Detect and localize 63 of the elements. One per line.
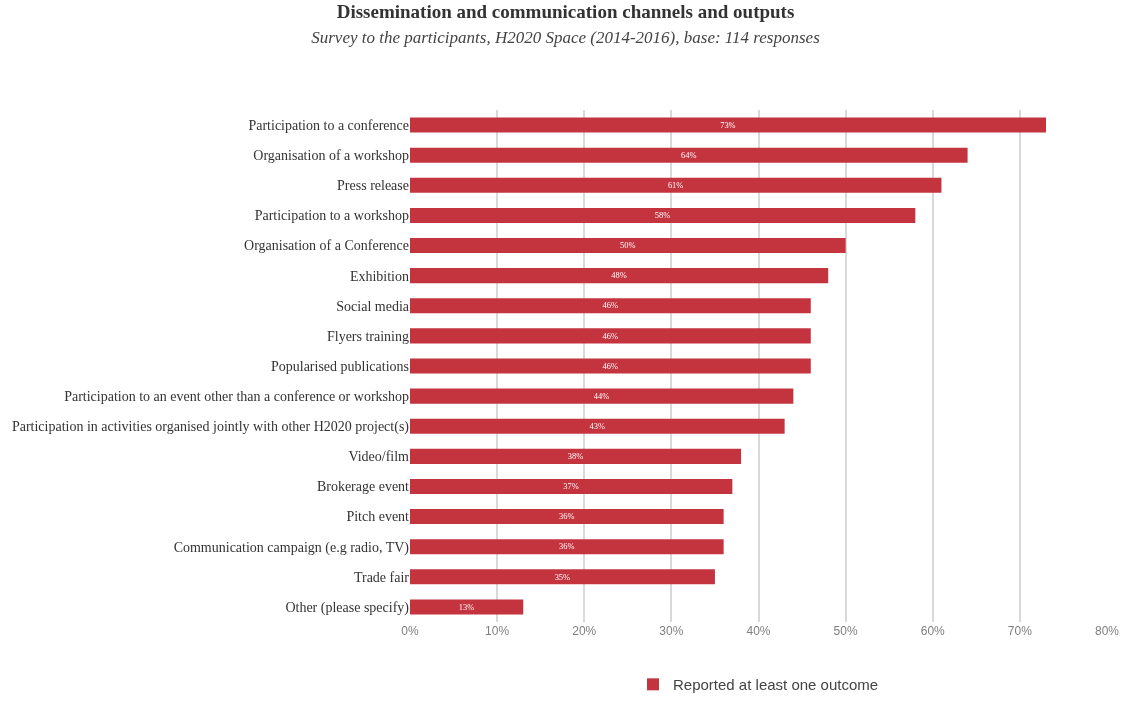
y-tick-label: Press release <box>337 178 409 194</box>
data-label: 43% <box>589 420 605 431</box>
y-tick-label: Flyers training <box>326 328 409 344</box>
bar <box>410 478 733 494</box>
x-tick-label: 80% <box>1094 624 1120 638</box>
data-label: 64% <box>680 149 697 160</box>
bar <box>410 569 715 585</box>
x-tick-label: 40% <box>746 624 771 638</box>
bar <box>410 207 916 223</box>
x-tick-label: 60% <box>920 624 946 638</box>
x-tick-label: 30% <box>659 624 684 638</box>
y-tick-label: Communication campaign (e.g radio, TV) <box>173 539 410 556</box>
data-label: 50% <box>619 240 636 251</box>
bar <box>410 358 811 374</box>
bar <box>410 418 785 434</box>
data-label: 37% <box>563 481 579 492</box>
bar <box>410 448 742 464</box>
bar <box>410 328 811 344</box>
bar <box>410 539 724 555</box>
bar <box>410 268 829 284</box>
bar <box>410 599 524 615</box>
x-tick-label: 0% <box>401 624 419 638</box>
y-tick-label: Participation to a workshop <box>254 208 409 224</box>
y-tick-label: Trade fair <box>353 569 410 585</box>
bar <box>410 147 968 163</box>
y-tick-label: Participation in activities organised jointly with other H2020 project(s) <box>11 419 410 436</box>
y-tick-label: Participation to an event other than a conference or workshop <box>64 389 409 405</box>
bar <box>410 238 846 254</box>
data-label: 36% <box>558 541 575 552</box>
y-tick-label: Pitch event <box>346 509 410 525</box>
y-tick-label: Popularised publications <box>270 358 409 374</box>
bar <box>410 177 942 193</box>
y-tick-label: Participation to a conference <box>248 117 409 133</box>
data-label: 46% <box>602 330 619 341</box>
y-tick-label: Exhibition <box>349 268 409 284</box>
data-label: 36% <box>558 511 575 522</box>
data-label: 13% <box>458 601 475 612</box>
data-label: 58% <box>654 210 671 221</box>
y-tick-label: Brokerage event <box>316 479 410 495</box>
data-label: 61% <box>667 180 684 191</box>
x-tick-label: 50% <box>833 624 858 638</box>
data-label: 46% <box>602 300 619 311</box>
bar <box>410 298 811 314</box>
x-tick-label: 70% <box>1007 624 1033 638</box>
data-label: 73% <box>720 119 736 130</box>
data-label: 46% <box>602 360 619 371</box>
x-tick-label: 10% <box>485 624 510 638</box>
y-tick-label: Other (please specify) <box>285 599 410 616</box>
data-label: 48% <box>611 270 627 281</box>
data-label: 38% <box>567 451 584 462</box>
x-tick-label: 20% <box>572 624 597 638</box>
chart-subtitle: Survey to the participants, H2020 Space (2014-2016), base: 114 responses <box>311 27 821 47</box>
y-tick-label: Social media <box>336 298 410 314</box>
chart-title: Dissemination and communication channels and outputs <box>336 0 795 22</box>
bar <box>410 509 724 525</box>
data-label: 35% <box>554 571 571 582</box>
y-tick-label: Organisation of a Conference <box>244 238 409 254</box>
bar <box>410 388 794 404</box>
legend-label: Reported at least one outcome <box>673 676 879 694</box>
data-label: 44% <box>593 390 610 401</box>
y-tick-label: Organisation of a workshop <box>253 148 409 164</box>
bar <box>410 117 1047 133</box>
y-tick-label: Video/film <box>348 449 410 465</box>
